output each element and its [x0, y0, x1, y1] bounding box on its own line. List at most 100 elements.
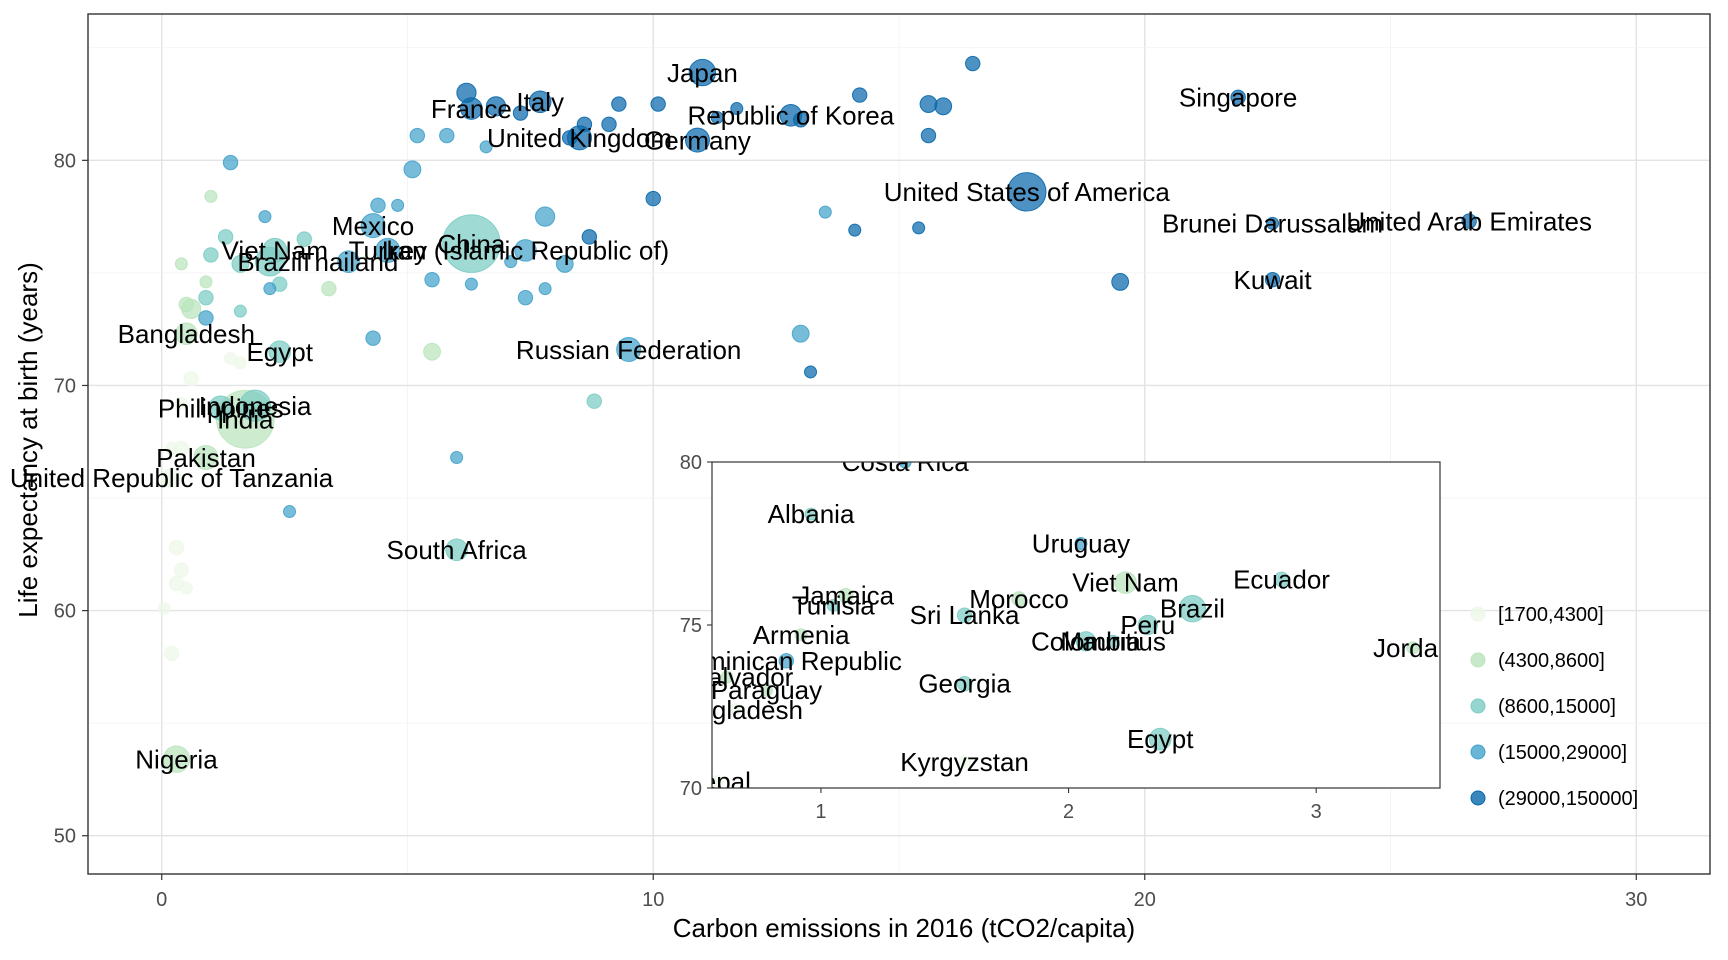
- legend-swatch: [1470, 744, 1486, 760]
- point-label: Mauritius: [1060, 626, 1165, 656]
- data-point: [203, 247, 219, 263]
- data-point: [1074, 537, 1088, 550]
- y-tick-label: 50: [54, 826, 76, 848]
- data-point: [576, 116, 593, 133]
- x-tick-label: 30: [1625, 889, 1647, 911]
- x-tick-label: 20: [1134, 889, 1156, 911]
- data-point: [199, 275, 213, 289]
- data-point: [1273, 571, 1290, 588]
- data-point: [1075, 631, 1097, 652]
- data-point: [1406, 641, 1420, 655]
- point-label: Mexico: [332, 211, 414, 241]
- data-point: [818, 205, 832, 219]
- point-label: Dominican Republic: [671, 646, 902, 676]
- point-label: United States of America: [884, 177, 1171, 207]
- data-point: [538, 282, 552, 296]
- data-point: [848, 223, 862, 237]
- data-point: [183, 371, 199, 387]
- data-point: [535, 206, 556, 227]
- data-point: [409, 127, 426, 144]
- data-point: [1137, 614, 1158, 636]
- point-label: Republic of Korea: [688, 101, 895, 131]
- data-point: [684, 127, 710, 153]
- point-label: Tunisia: [792, 590, 875, 620]
- point-label: Nepal: [683, 766, 751, 796]
- data-point: [710, 111, 724, 125]
- data-point: [956, 675, 973, 692]
- data-point: [222, 154, 239, 171]
- data-point: [919, 95, 938, 113]
- point-label: Ecuador: [1233, 564, 1330, 594]
- inset-point-labels: Costa Rica Albania Uruguay Viet Nam Ecuador J…: [660, 447, 1453, 796]
- point-label: France: [431, 94, 512, 124]
- point-label: El Salvador: [660, 662, 793, 692]
- data-point: [231, 254, 250, 273]
- data-point: [601, 116, 617, 133]
- data-point: [464, 277, 478, 291]
- point-label: Egypt: [246, 337, 313, 367]
- data-point: [528, 90, 552, 114]
- data-point: [160, 473, 174, 487]
- point-label: Pakistan: [156, 443, 256, 473]
- point-label: Singapore: [1179, 83, 1298, 113]
- main-points: [157, 55, 1477, 773]
- point-label: Italy: [516, 87, 564, 117]
- data-point: [794, 628, 808, 642]
- point-label: Brazil: [1160, 594, 1225, 624]
- data-point: [268, 340, 291, 363]
- inset-y-tick-label: 70: [680, 778, 702, 800]
- data-point: [1114, 571, 1137, 594]
- data-point: [365, 330, 381, 346]
- data-point: [958, 755, 972, 769]
- data-point: [485, 96, 507, 117]
- data-point: [727, 703, 741, 717]
- data-point: [283, 505, 297, 519]
- point-label: Viet Nam: [1072, 568, 1178, 598]
- point-label: Uruguay: [1032, 529, 1130, 559]
- legend-swatch: [1470, 606, 1486, 622]
- inset-panel: Costa Rica Albania Uruguay Viet Nam Ecuador J…: [660, 447, 1453, 823]
- data-point: [1266, 216, 1280, 230]
- point-label: Indonesia: [199, 391, 312, 421]
- data-point: [204, 189, 218, 203]
- point-label: United Republic of Tanzania: [10, 463, 334, 493]
- point-label: Bangladesh: [666, 695, 803, 725]
- data-point: [586, 393, 602, 409]
- point-label: Paraguay: [711, 675, 822, 705]
- legend-label: (4300,8600]: [1498, 650, 1605, 672]
- data-point: [423, 342, 441, 361]
- data-point: [439, 127, 455, 144]
- legend-swatch: [1470, 790, 1486, 806]
- data-point: [791, 324, 810, 343]
- point-label: Armenia: [753, 620, 850, 650]
- data-point: [898, 462, 912, 469]
- point-label: Brazil: [237, 247, 302, 277]
- data-point: [239, 389, 272, 422]
- data-point: [561, 130, 578, 146]
- main-point-labels: Japan France Italy Republic of Korea United …: [10, 58, 1592, 775]
- inset-background: [712, 462, 1440, 788]
- data-point: [163, 645, 180, 662]
- data-point: [337, 250, 360, 273]
- point-label: Peru: [1120, 610, 1175, 640]
- data-point: [233, 304, 247, 318]
- data-point: [165, 442, 179, 456]
- point-label: Costa Rica: [842, 447, 970, 477]
- point-label: Nigeria: [135, 745, 218, 775]
- data-point: [965, 55, 981, 72]
- data-point: [262, 237, 288, 263]
- inset-x-tick-label: 2: [1063, 801, 1074, 823]
- y-axis-title: Life expectancy at birth (years): [13, 262, 43, 618]
- point-label: Albania: [768, 499, 855, 529]
- point-label: Japan: [667, 58, 738, 88]
- data-point: [934, 97, 953, 116]
- point-label: Jordan: [1373, 633, 1453, 663]
- data-point: [1011, 591, 1027, 607]
- data-point: [912, 221, 926, 235]
- point-label: Bangladesh: [118, 319, 255, 349]
- data-point: [391, 198, 405, 212]
- point-label: Viet Nam: [222, 236, 328, 266]
- data-point: [450, 451, 464, 465]
- data-point: [445, 538, 468, 562]
- legend: [1700,4300] (4300,8600] (8600,15000] (15000…: [1470, 604, 1638, 810]
